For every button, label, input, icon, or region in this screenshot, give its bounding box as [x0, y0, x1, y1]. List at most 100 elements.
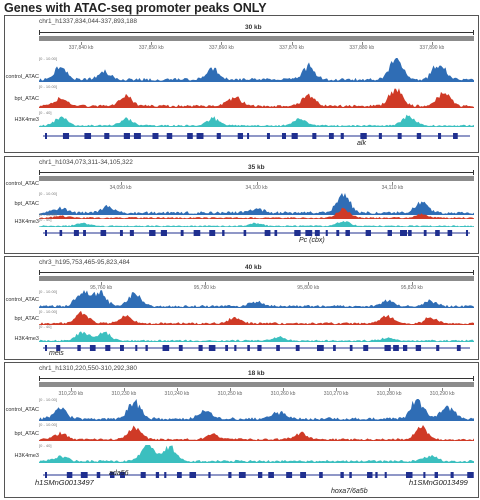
track-label-control-atac: control_ATAC — [5, 297, 39, 303]
h3k4me3-track — [39, 114, 474, 127]
coordinate-tick — [70, 388, 72, 391]
gene-exon — [176, 472, 182, 478]
gene-exon — [400, 230, 408, 236]
bpt-atac-track — [39, 310, 474, 325]
gene-exon — [384, 345, 391, 351]
gene-exon — [166, 133, 173, 139]
gene-exon — [300, 472, 307, 478]
coordinate-label: 95,780 kb — [193, 285, 216, 291]
track-range: [0 - 10.00] — [39, 84, 58, 89]
gene-label: meis — [49, 350, 64, 357]
track-range: [0 - 40] — [39, 443, 52, 448]
coordinate-label: 337,840 kb — [68, 45, 94, 51]
coordinate-label: 95,800 kb — [297, 285, 320, 291]
coordinate-label: 310,260 kb — [270, 391, 296, 397]
gene-exon — [152, 133, 159, 139]
gene-exon — [423, 472, 426, 478]
gene-exon — [328, 133, 334, 139]
coordinate-tick — [120, 182, 122, 185]
coordinate-tick — [392, 182, 394, 185]
coordinate-tick — [256, 182, 258, 185]
bpt-atac-track — [39, 88, 474, 108]
coordinate-ticks: 310,220 kb 310,230 kb 310,240 kb 310,250 kb… — [39, 388, 474, 398]
control-atac-track — [39, 193, 474, 215]
gene-exon — [120, 472, 125, 478]
coordinate-label: 337,870 kb — [279, 45, 304, 51]
track-label-bpt-atac: bpt_ATAC — [14, 316, 39, 322]
gene-exon — [312, 133, 317, 139]
locus-label: chr1_h1310,220,550-310,292,380 — [39, 365, 137, 372]
gene-exon — [135, 345, 138, 351]
track-range: [0 - 10.00] — [39, 309, 58, 314]
gene-exon — [196, 133, 204, 139]
coordinate-tick — [442, 388, 444, 391]
track-range: [0 - 10.00] — [39, 191, 58, 196]
gene-exon — [314, 230, 320, 236]
track-label-control-atac: control_ATAC — [5, 74, 39, 80]
browser-panel-pc: chr1_h1034,073,311-34,105,322 35 kb 34,0… — [4, 156, 479, 254]
gene-exon — [45, 345, 48, 351]
gene-exon — [375, 472, 378, 478]
locus-label: chr3_h195,753,465-95,823,484 — [39, 259, 130, 266]
gene-exon — [73, 230, 79, 236]
locus-label: chr1_h1337,834,044-337,893,188 — [39, 18, 137, 25]
bpt-coverage-signal — [39, 88, 474, 108]
gene-model-track — [43, 230, 470, 236]
gene-label: h1SMnG0013497 — [35, 478, 94, 487]
track-label-h3k4me3: H3K4me3 — [14, 336, 39, 342]
coordinate-label: 310,250 kb — [217, 391, 243, 397]
track-range: [0 - 40] — [39, 217, 52, 222]
gene-exon — [434, 472, 438, 478]
gene-exon — [450, 472, 454, 478]
coordinate-label: 337,860 kb — [209, 45, 234, 51]
coordinate-tick — [389, 388, 391, 391]
gene-exon — [294, 230, 301, 236]
gene-label: h1SMnG0013499 — [409, 478, 468, 487]
gene-exon — [140, 472, 146, 478]
gene-exon — [276, 345, 280, 351]
coordinate-ticks: 34,090 kb 34,100 kb 34,110 kb — [39, 182, 474, 192]
gene-exon — [349, 345, 353, 351]
gene-exon — [286, 472, 293, 478]
gene-exon — [340, 133, 344, 139]
gene-exon — [408, 230, 412, 236]
coordinate-label: 337,880 kb — [349, 45, 375, 51]
h3k4me3-track — [39, 221, 474, 227]
track-label-h3k4me3: H3K4me3 — [14, 453, 39, 459]
gene-exon — [257, 472, 263, 478]
gene-exon — [145, 345, 148, 351]
track-label-bpt-atac: bpt_ATAC — [14, 431, 39, 437]
gene-exon — [178, 345, 183, 351]
gene-exon — [266, 133, 270, 139]
gene-exon — [340, 472, 344, 478]
gene-exon — [247, 345, 250, 351]
gene-exon — [336, 230, 340, 236]
locus-label: chr1_h1034,073,311-34,105,322 — [39, 159, 133, 166]
gene-exon — [119, 230, 123, 236]
gene-exon — [397, 133, 402, 139]
coordinate-tick — [283, 388, 285, 391]
gene-label: ada56 — [109, 470, 129, 477]
gene-exon — [291, 133, 298, 139]
gene-exon — [325, 230, 328, 236]
gene-exon — [384, 472, 387, 478]
gene-label: alk — [357, 140, 366, 147]
gene-exon — [423, 230, 427, 236]
browser-panel-meis: chr3_h195,753,465-95,823,484 40 kb 95,76… — [4, 256, 479, 360]
gene-exon — [467, 472, 474, 478]
gene-exon — [295, 345, 300, 351]
coordinate-label: 310,280 kb — [376, 391, 402, 397]
control-atac-track — [39, 290, 474, 308]
control-atac-track — [39, 58, 474, 82]
track-label-bpt-atac: bpt_ATAC — [14, 201, 39, 207]
gene-exon — [59, 230, 63, 236]
coordinate-label: 310,220 kb — [58, 391, 84, 397]
coordinate-tick — [361, 42, 363, 45]
gene-exon — [378, 133, 382, 139]
gene-exon — [216, 133, 221, 139]
track-range: [0 - 10.00] — [39, 397, 58, 402]
gene-exon — [123, 133, 130, 139]
gene-exon — [225, 345, 229, 351]
gene-exon — [104, 133, 110, 139]
h3k4me3-coverage-signal — [39, 331, 474, 342]
